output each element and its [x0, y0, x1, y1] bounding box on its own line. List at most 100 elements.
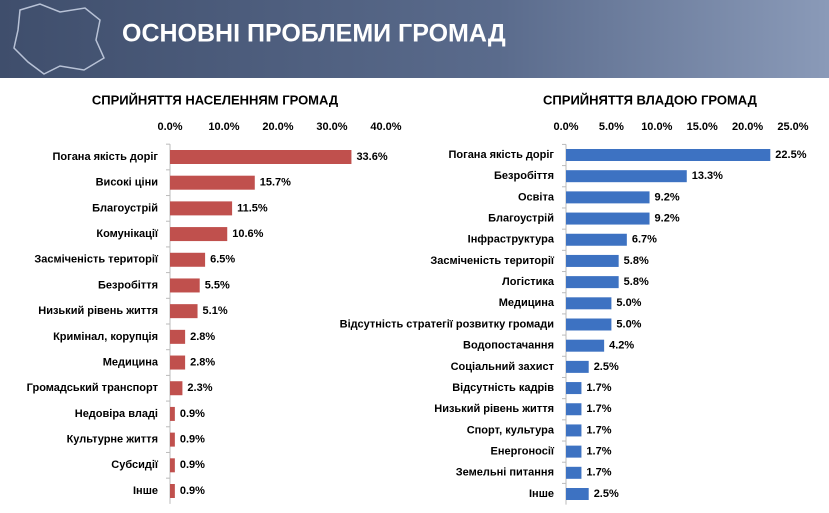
category-label: Кримінал, корупція [53, 331, 158, 343]
bar [566, 254, 619, 267]
x-tick-label: 30.0% [316, 121, 347, 133]
category-label: Медицина [499, 297, 555, 309]
value-label: 2.5% [594, 488, 619, 500]
value-label: 5.1% [203, 305, 228, 317]
value-label: 0.9% [180, 408, 205, 420]
header-band [0, 0, 829, 78]
value-label: 1.7% [586, 446, 611, 458]
bar [170, 432, 175, 447]
bar [566, 488, 589, 500]
bar [170, 329, 186, 344]
bar [566, 424, 582, 437]
x-tick-label: 5.0% [599, 121, 624, 133]
value-label: 2.8% [190, 356, 215, 368]
chart-title: СПРИЙНЯТТЯ НАСЕЛЕННЯМ ГРОМАД [92, 92, 339, 107]
bar [170, 355, 186, 370]
category-label: Засміченість території [34, 254, 159, 266]
category-label: Спорт, культура [467, 424, 555, 436]
value-label: 11.5% [237, 202, 268, 214]
value-label: 1.7% [586, 403, 611, 415]
bar [566, 360, 589, 373]
bar [170, 304, 198, 319]
bar [170, 150, 352, 164]
category-label: Інше [529, 488, 554, 500]
x-tick-label: 25.0% [777, 121, 808, 133]
value-label: 5.0% [616, 318, 641, 330]
value-label: 22.5% [775, 149, 806, 161]
value-label: 33.6% [356, 151, 387, 163]
bar [566, 445, 582, 458]
category-label: Субсидії [111, 459, 159, 471]
category-label: Громадський транспорт [27, 382, 159, 394]
category-label: Засміченість території [430, 255, 555, 267]
x-tick-label: 10.0% [641, 121, 672, 133]
bar [170, 227, 228, 242]
category-label: Погана якість доріг [52, 151, 158, 163]
category-label: Благоустрій [92, 202, 158, 214]
bar [566, 403, 582, 416]
map-outline [13, 3, 105, 75]
x-tick-label: 0.0% [553, 121, 578, 133]
category-label: Відсутність стратегії розвитку громади [340, 318, 554, 330]
bar [170, 175, 255, 190]
bar [566, 382, 582, 395]
value-label: 4.2% [609, 340, 634, 352]
x-tick-label: 0.0% [157, 121, 182, 133]
category-label: Соціальний захист [451, 361, 555, 373]
value-label: 1.7% [586, 424, 611, 436]
value-label: 5.8% [624, 255, 649, 267]
bar [566, 191, 650, 204]
category-label: Енергоносії [491, 446, 555, 458]
value-label: 2.3% [187, 382, 212, 394]
category-label: Логістика [502, 276, 555, 288]
category-label: Низький рівень життя [38, 305, 158, 317]
category-label: Високі ціни [96, 177, 158, 189]
value-label: 0.9% [180, 434, 205, 446]
x-tick-label: 10.0% [208, 121, 239, 133]
category-label: Благоустрій [488, 212, 554, 224]
bar [566, 318, 612, 331]
x-tick-label: 15.0% [687, 121, 718, 133]
category-label: Медицина [103, 356, 159, 368]
x-tick-label: 20.0% [732, 121, 763, 133]
value-label: 5.5% [205, 279, 230, 291]
value-label: 6.7% [632, 234, 657, 246]
category-label: Інше [133, 485, 158, 497]
bar [170, 252, 206, 267]
category-label: Земельні питання [456, 467, 554, 479]
category-label: Безробіття [98, 279, 158, 291]
category-label: Низький рівень життя [434, 403, 554, 415]
bar [170, 201, 233, 216]
value-label: 2.5% [594, 361, 619, 373]
value-label: 0.9% [180, 485, 205, 497]
slide-title: ОСНОВНІ ПРОБЛЕМИ ГРОМАД [122, 20, 506, 48]
category-label: Культурне життя [67, 434, 158, 446]
value-label: 0.9% [180, 459, 205, 471]
value-label: 15.7% [260, 177, 291, 189]
x-tick-label: 20.0% [262, 121, 293, 133]
bar [170, 484, 175, 498]
value-label: 9.2% [655, 212, 680, 224]
value-label: 1.7% [586, 467, 611, 479]
bar [170, 406, 175, 421]
value-label: 5.0% [616, 297, 641, 309]
category-label: Освіта [518, 191, 555, 203]
bar [566, 149, 771, 161]
value-label: 10.6% [232, 228, 263, 240]
category-label: Відсутність кадрів [452, 382, 554, 394]
bar [170, 381, 183, 396]
bar [566, 339, 605, 352]
category-label: Інфраструктура [468, 234, 555, 246]
bar [170, 458, 175, 473]
category-label: Комунікації [96, 228, 159, 240]
value-label: 9.2% [655, 191, 680, 203]
category-label: Погана якість доріг [448, 149, 554, 161]
category-label: Недовіра владі [75, 408, 158, 420]
category-label: Водопостачання [463, 340, 554, 352]
bar [170, 278, 200, 293]
bar [566, 212, 650, 225]
chart-title: СПРИЙНЯТТЯ ВЛАДОЮ ГРОМАД [543, 92, 758, 107]
category-label: Безробіття [494, 170, 554, 182]
value-label: 1.7% [586, 382, 611, 394]
